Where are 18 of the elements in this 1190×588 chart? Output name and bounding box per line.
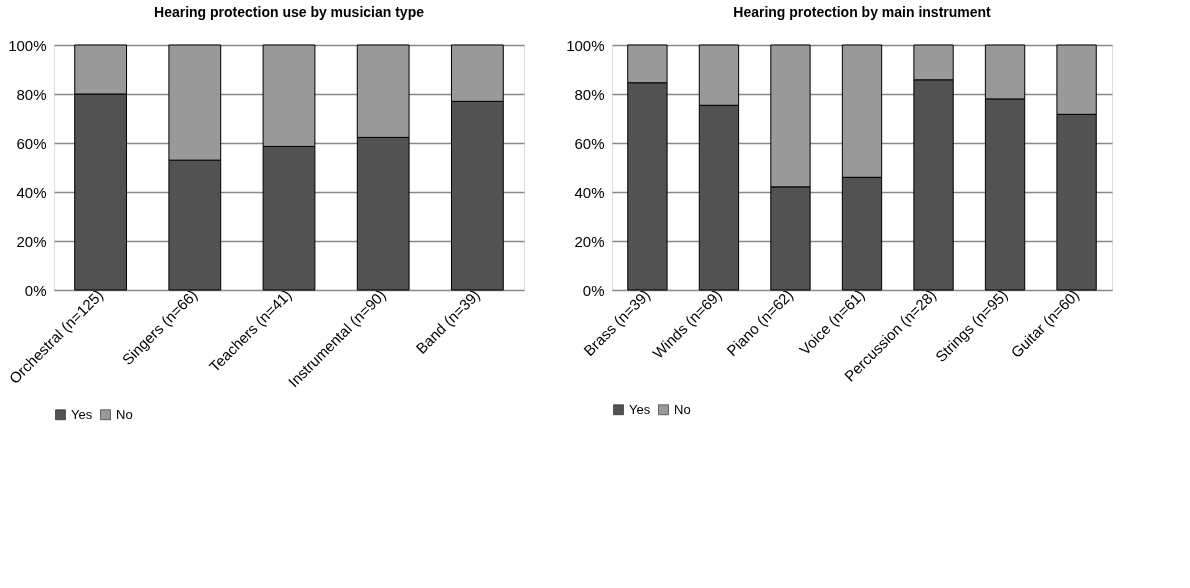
y-tick-label: 40%: [16, 183, 47, 201]
y-tick-label: 40%: [574, 183, 605, 201]
y-tick-label: 0%: [582, 281, 605, 299]
chart-title: Hearing protection by main instrument: [733, 4, 992, 20]
y-tick-label: 20%: [574, 232, 605, 250]
y-tick-label: 100%: [8, 36, 47, 54]
y-tick-label: 100%: [566, 36, 605, 54]
y-tick-label: 60%: [16, 134, 47, 152]
legend-label: Yes: [629, 401, 651, 417]
legend-label: No: [674, 401, 691, 417]
y-tick-label: 60%: [574, 134, 605, 152]
legend-label: No: [116, 406, 133, 422]
y-tick-label: 80%: [574, 85, 605, 103]
legend-label: Yes: [71, 406, 93, 422]
chart-title: Hearing protection use by musician type: [154, 4, 425, 20]
y-tick-label: 0%: [24, 281, 47, 299]
y-tick-label: 80%: [16, 85, 47, 103]
y-tick-label: 20%: [16, 232, 47, 250]
